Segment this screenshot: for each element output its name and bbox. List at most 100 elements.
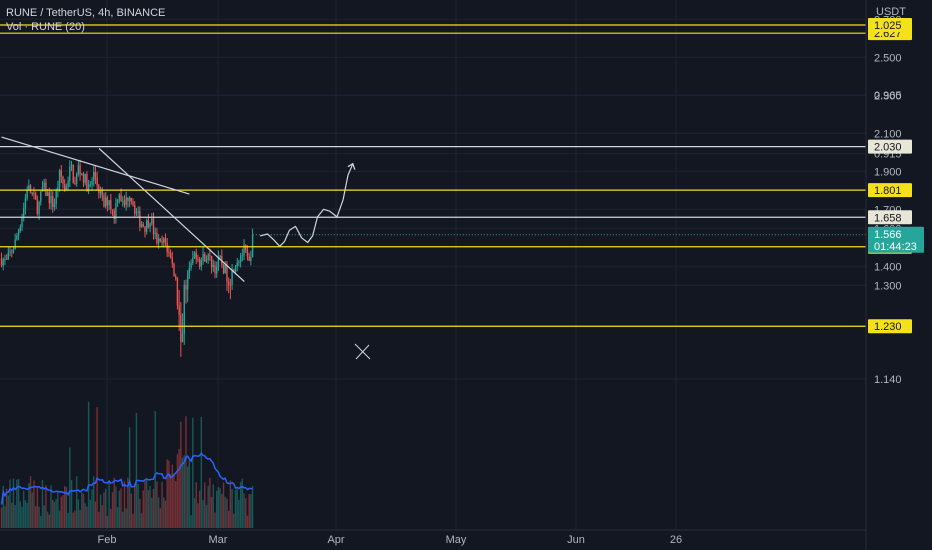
volume-bar: [63, 485, 66, 528]
volume-bar: [214, 512, 216, 528]
level-badge-1-230: [868, 319, 912, 334]
y-tick-label: 2.100: [874, 128, 902, 140]
candle-body: [29, 185, 32, 194]
volume-bar: [245, 498, 247, 528]
candle-body: [132, 201, 134, 206]
candle-body: [224, 264, 226, 274]
candle-body: [2, 259, 4, 266]
volume-pane: [0, 401, 254, 528]
candle-body: [38, 202, 40, 215]
volume-bar: [84, 503, 86, 528]
volume-bar: [231, 488, 233, 528]
volume-ma-line: [0, 451, 253, 505]
level-badge-1-801: [868, 183, 912, 198]
volume-bar: [212, 484, 214, 528]
volume-bar: [185, 416, 187, 528]
candle-body: [233, 269, 235, 272]
volume-bar: [120, 488, 122, 528]
x-tick-label: May: [446, 534, 467, 546]
volume-bar: [45, 485, 47, 528]
candle-body: [31, 192, 33, 194]
volume-bar: [128, 427, 131, 528]
candle-body: [33, 192, 35, 194]
volume-bar: [93, 476, 95, 528]
volume-bar: [53, 501, 56, 528]
volume-bar: [159, 508, 162, 528]
level-badge-1-658: [868, 210, 912, 225]
candle-body: [152, 218, 155, 234]
volume-indicator-title[interactable]: Vol · RUNE (20): [6, 21, 85, 33]
volume-bar: [77, 499, 80, 528]
candle-body: [98, 185, 100, 194]
time-axis[interactable]: Feb Mar Apr May Jun 26: [0, 529, 866, 546]
volume-bar: [115, 486, 117, 528]
candle-body: [238, 261, 240, 263]
candle-body: [156, 232, 158, 244]
volume-bar: [147, 490, 150, 528]
candle-body: [103, 195, 105, 207]
volume-bar: [135, 412, 138, 528]
candle-body: [161, 240, 163, 243]
volume-bar: [246, 515, 249, 528]
volume-bar: [31, 492, 33, 528]
candle-body: [173, 263, 175, 277]
candle-body: [84, 174, 86, 183]
candle-body: [72, 164, 74, 183]
volume-bar: [89, 499, 92, 528]
candle-body: [52, 196, 54, 207]
candle-body: [251, 234, 254, 258]
candle-body: [145, 220, 148, 232]
price-axis[interactable]: USDT 2.7002.5002.3002.1001.9001.7001.600…: [865, 0, 906, 550]
candle-body: [241, 255, 244, 257]
volume-bar: [101, 505, 103, 528]
candle-body: [127, 197, 129, 202]
candle-body: [70, 164, 73, 167]
volume-bar: [156, 481, 158, 528]
volume-bar: [103, 492, 105, 528]
volume-bar: [111, 492, 114, 528]
y-tick-label: 1.300: [874, 280, 902, 292]
volume-bar: [36, 486, 39, 528]
volume-bar: [106, 515, 109, 528]
volume-bar: [164, 500, 167, 528]
candle-body: [99, 190, 102, 194]
candle-body: [137, 211, 139, 213]
drawings[interactable]: [1, 136, 371, 360]
volume-bar: [144, 481, 146, 528]
candlestick-series: [0, 159, 254, 357]
volume-bar: [149, 485, 151, 528]
volume-bar: [94, 501, 97, 528]
volume-bar: [178, 448, 180, 528]
x-tick-label: Apr: [327, 534, 344, 546]
volume-bar: [163, 497, 165, 528]
candle-body: [4, 258, 6, 260]
candle-body: [178, 305, 180, 315]
volume-bar: [14, 505, 16, 528]
volume-bar: [190, 515, 192, 528]
candle-body: [198, 259, 201, 267]
volume-bar: [180, 421, 182, 528]
volume-bar: [202, 499, 204, 528]
candle-body: [12, 249, 15, 252]
candle-body: [60, 170, 62, 177]
last-price-value: 1.566: [874, 229, 902, 241]
volume-bar: [152, 488, 155, 528]
volume-bar: [222, 482, 225, 528]
volume-bar: [62, 495, 64, 528]
candle-body: [216, 266, 218, 274]
x-tick-label: 26: [670, 534, 682, 546]
candle-body: [183, 284, 185, 334]
candle-body: [209, 254, 211, 256]
volume-bar: [17, 479, 20, 528]
volume-bar: [241, 478, 244, 528]
candle-body: [34, 193, 37, 200]
volume-bar: [140, 513, 143, 528]
volume-bar: [217, 487, 220, 528]
symbol-title[interactable]: RUNE / TetherUS, 4h, BINANCE: [6, 7, 166, 19]
volume-bar: [173, 473, 175, 528]
y-tick-label: 1.900: [874, 166, 902, 178]
candle-body: [204, 253, 206, 262]
candle-body: [181, 333, 184, 342]
volume-bar: [46, 511, 49, 528]
